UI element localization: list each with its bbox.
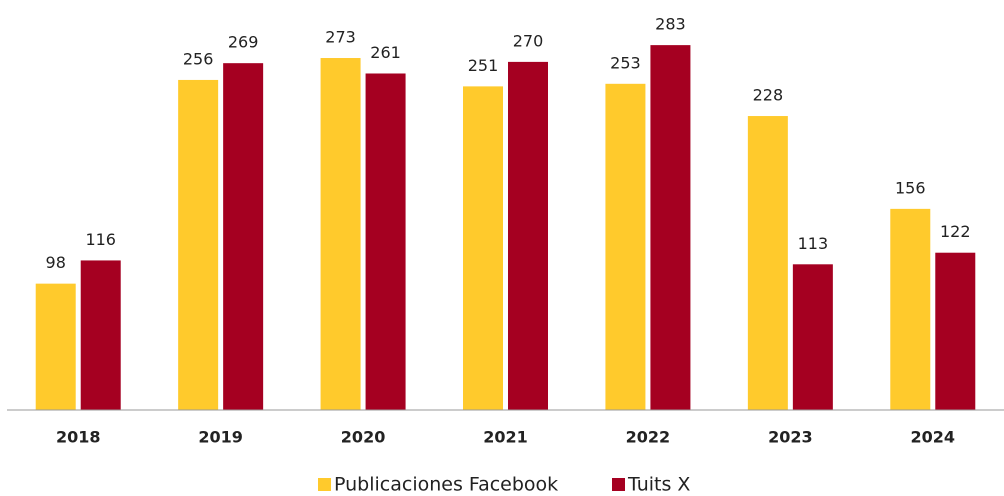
data-label: 261 — [370, 43, 401, 62]
data-label: 156 — [895, 178, 926, 197]
data-label: 253 — [610, 53, 641, 72]
bar — [890, 208, 931, 410]
bar — [463, 86, 503, 411]
bar — [35, 283, 76, 410]
bar — [320, 58, 361, 411]
data-label: 283 — [655, 15, 686, 34]
data-label: 228 — [753, 86, 784, 105]
bar — [178, 79, 219, 410]
bar — [747, 116, 788, 411]
bar — [508, 61, 548, 411]
data-label: 116 — [85, 230, 116, 249]
x-tick-label: 2019 — [198, 428, 243, 447]
data-label: 273 — [325, 28, 356, 47]
bar — [80, 260, 121, 410]
x-tick-label: 2020 — [341, 428, 386, 447]
data-label: 269 — [228, 33, 259, 52]
x-tick-label: 2022 — [626, 428, 671, 447]
bar — [223, 63, 264, 411]
legend-swatch — [318, 478, 331, 491]
data-label: 270 — [513, 31, 544, 50]
data-label: 256 — [183, 49, 214, 68]
bar — [792, 264, 833, 410]
legend-label: Tuits X — [627, 474, 690, 496]
bar — [365, 73, 406, 410]
legend-swatch — [612, 478, 625, 491]
x-tick-label: 2018 — [56, 428, 101, 447]
bar — [605, 83, 646, 411]
x-tick-label: 2021 — [483, 428, 528, 447]
bar — [650, 45, 691, 410]
data-label: 122 — [940, 222, 971, 241]
data-label: 98 — [46, 253, 66, 272]
data-label: 251 — [468, 56, 499, 75]
legend-label: Publicaciones Facebook — [334, 474, 558, 496]
data-label: 113 — [798, 234, 829, 253]
bar — [935, 252, 976, 410]
x-tick-label: 2023 — [768, 428, 813, 447]
x-tick-label: 2024 — [911, 428, 956, 447]
